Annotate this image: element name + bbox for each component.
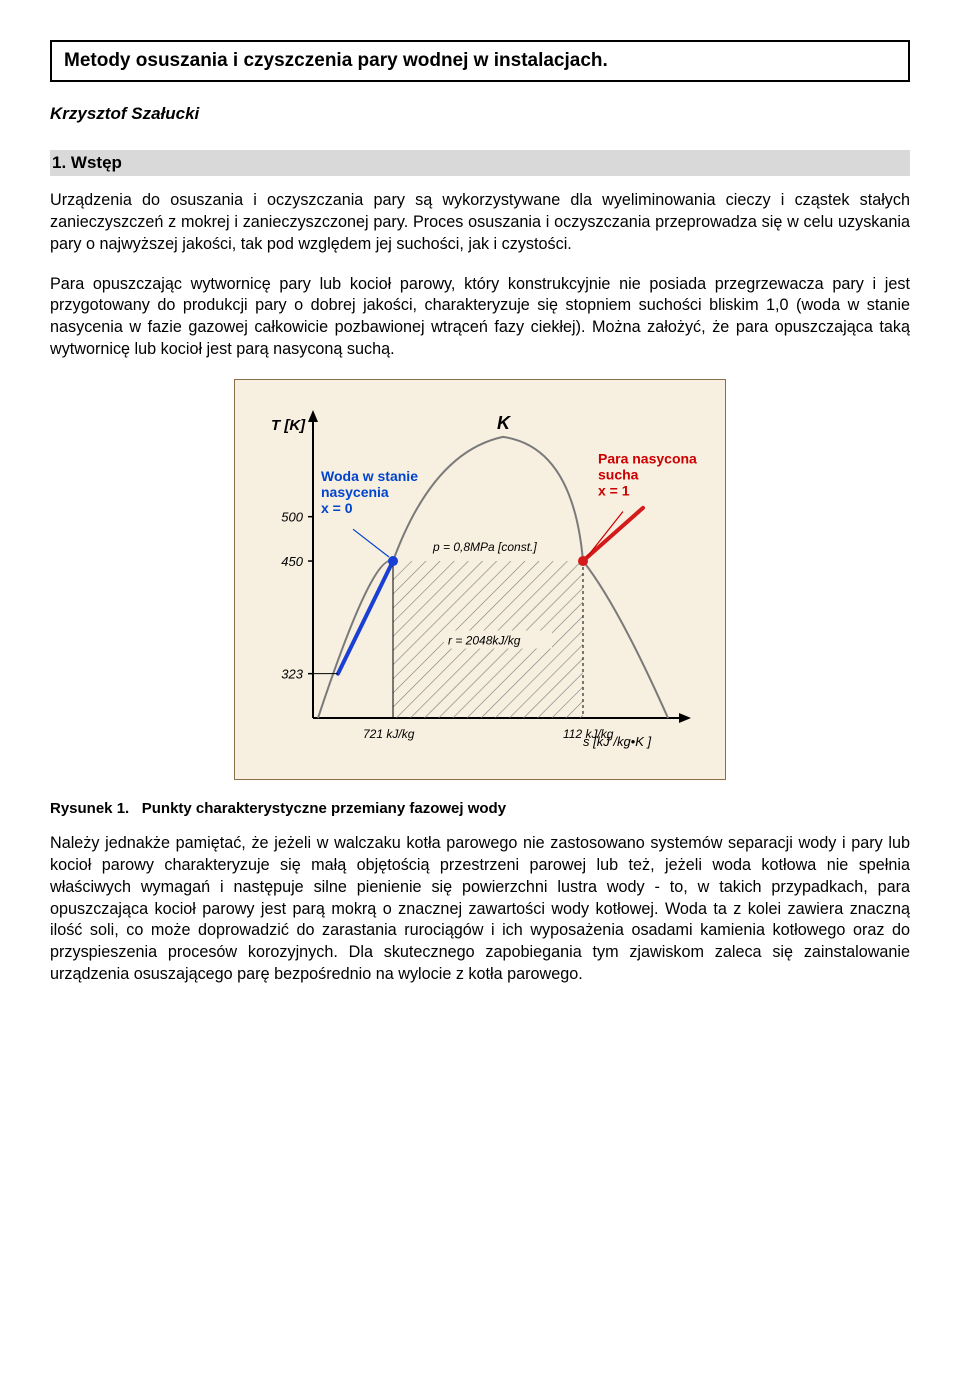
ts-diagram-chart: 500450323T [K]s [kJ /kg•K ]Kp = 0,8MPa [… (245, 388, 715, 768)
svg-text:500: 500 (281, 510, 303, 525)
figure-1-frame: 500450323T [K]s [kJ /kg•K ]Kp = 0,8MPa [… (234, 379, 726, 780)
intro-paragraph-2: Para opuszczając wytwornicę pary lub koc… (50, 274, 910, 361)
intro-paragraph-1: Urządzenia do osuszania i oczyszczania p… (50, 190, 910, 256)
caption-text: Punkty charakterystyczne przemiany fazow… (142, 800, 506, 817)
caption-label: Rysunek 1. (50, 800, 129, 817)
svg-text:p = 0,8MPa [const.]: p = 0,8MPa [const.] (432, 540, 537, 554)
author-name: Krzysztof Szałucki (50, 104, 910, 124)
section-title: Wstęp (71, 153, 122, 172)
svg-text:112 kJ/kg: 112 kJ/kg (563, 727, 614, 741)
paragraph-after-figure: Należy jednakże pamiętać, że jeżeli w wa… (50, 833, 910, 986)
svg-text:sucha: sucha (598, 466, 639, 482)
svg-text:323: 323 (281, 667, 303, 682)
svg-text:T [K]: T [K] (271, 417, 306, 434)
title-box: Metody osuszania i czyszczenia pary wodn… (50, 40, 910, 82)
svg-text:450: 450 (281, 554, 303, 569)
svg-text:Para nasycona: Para nasycona (598, 450, 697, 466)
svg-text:Woda w stanie: Woda w stanie (321, 468, 418, 484)
svg-text:x = 0: x = 0 (321, 500, 353, 516)
svg-text:721 kJ/kg: 721 kJ/kg (363, 727, 415, 741)
svg-text:r = 2048kJ/kg: r = 2048kJ/kg (448, 634, 521, 648)
page-title: Metody osuszania i czyszczenia pary wodn… (64, 50, 896, 72)
svg-text:K: K (497, 413, 512, 433)
figure-1: 500450323T [K]s [kJ /kg•K ]Kp = 0,8MPa [… (50, 379, 910, 780)
section-number: 1. (52, 153, 66, 172)
section-1-heading: 1. Wstęp (50, 150, 910, 176)
svg-text:nasycenia: nasycenia (321, 484, 389, 500)
svg-text:x = 1: x = 1 (598, 482, 630, 498)
figure-1-caption: Rysunek 1. Punkty charakterystyczne prze… (50, 800, 910, 817)
